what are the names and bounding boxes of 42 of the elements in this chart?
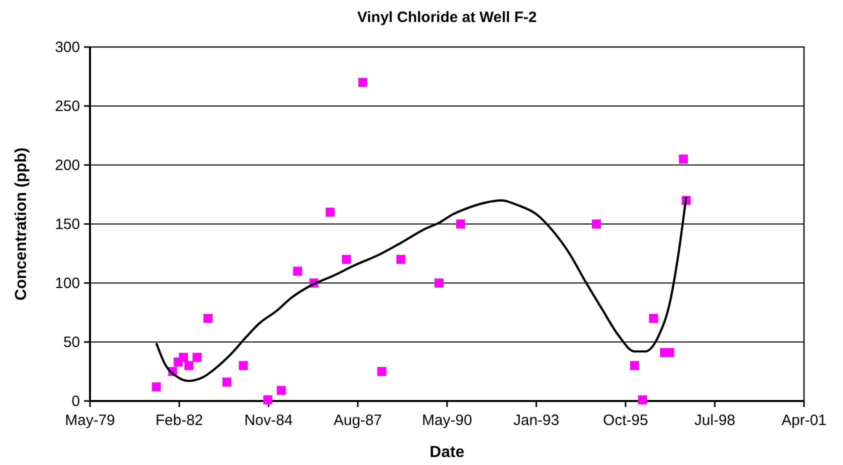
point	[456, 220, 466, 228]
point	[396, 254, 406, 264]
x-tick-label: Nov-84	[244, 412, 293, 429]
x-tick-label: Apr-01	[781, 412, 827, 429]
point	[638, 395, 648, 404]
y-tick-label: 0	[72, 393, 80, 410]
y-tick-label: 50	[63, 334, 80, 351]
point	[192, 352, 202, 362]
x-tick-label: Feb-82	[155, 412, 204, 429]
point	[276, 386, 286, 395]
x-tick-label: Jul-98	[694, 412, 736, 429]
x-tick-label: Oct-95	[603, 412, 648, 429]
x-axis-title: Date	[430, 444, 464, 461]
x-tick-label: May-90	[422, 412, 472, 429]
point	[293, 266, 302, 276]
point	[649, 314, 658, 323]
point	[358, 78, 368, 87]
point	[434, 278, 444, 288]
point	[152, 382, 161, 392]
point	[342, 254, 351, 264]
point	[204, 314, 213, 323]
y-axis-title: Concentration (ppb)	[13, 148, 30, 300]
point	[377, 367, 386, 376]
point	[665, 348, 674, 358]
y-tick-label: 250	[54, 98, 80, 115]
point	[184, 361, 194, 370]
point	[630, 361, 640, 370]
point	[678, 154, 688, 164]
point	[592, 220, 601, 228]
chart-title: Vinyl Chloride at Well F-2	[357, 9, 537, 26]
y-tick-label: 200	[54, 157, 80, 174]
y-tick-label: 150	[54, 216, 80, 233]
y-tick-label: 100	[54, 275, 80, 292]
x-tick-label: Aug-87	[334, 412, 382, 429]
point	[326, 208, 335, 217]
point	[222, 378, 232, 387]
y-tick-label: 300	[54, 39, 80, 56]
x-tick-label: Jan-93	[513, 412, 560, 429]
point	[263, 395, 272, 404]
point	[238, 361, 248, 370]
point	[178, 352, 188, 362]
x-tick-label: May-79	[64, 412, 116, 429]
